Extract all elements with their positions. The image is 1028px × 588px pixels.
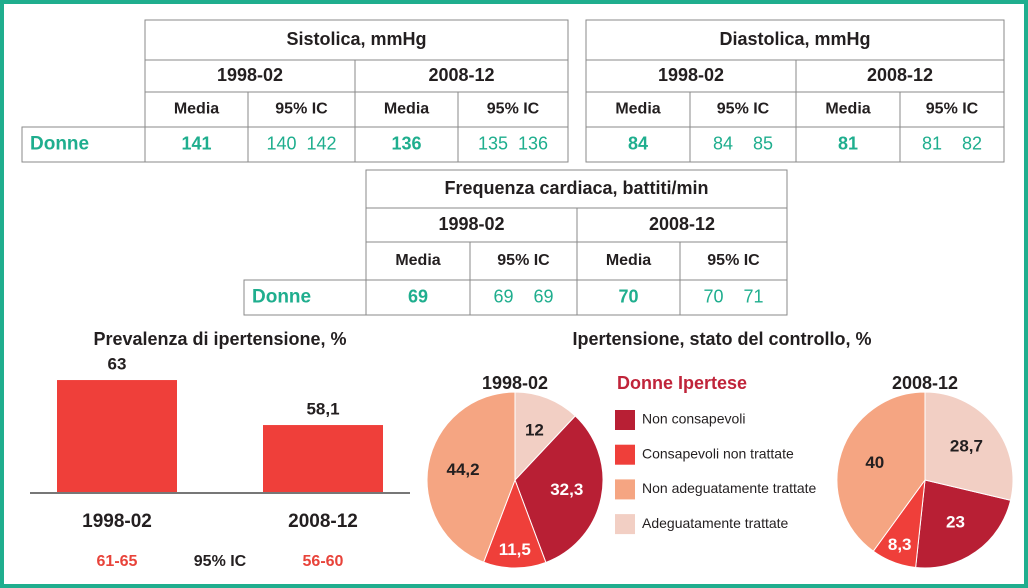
column-label: Media	[825, 101, 870, 118]
slice-label: 44,2	[447, 460, 480, 479]
legend-label: Consapevoli non trattate	[642, 445, 794, 461]
mean-value: 84	[628, 133, 648, 153]
column-label: 95% IC	[707, 252, 760, 269]
mean-value: 136	[391, 133, 421, 153]
ci-value: 135	[478, 133, 508, 153]
legend-title: Donne Ipertese	[617, 373, 747, 393]
column-label: 95% IC	[497, 252, 550, 269]
value-label: 63	[108, 355, 127, 374]
chart-title: Ipertensione, stato del controllo, %	[572, 329, 871, 349]
pie-label: 1998-02	[482, 373, 548, 393]
legend-swatch	[615, 444, 635, 465]
legend-label: Non adeguatamente trattate	[642, 480, 817, 496]
category-label: 1998-02	[82, 511, 152, 532]
table-title: Frequenza cardiaca, battiti/min	[444, 178, 708, 198]
ci-caption: 95% IC	[194, 553, 247, 570]
column-label: Media	[174, 101, 219, 118]
pie-slice	[514, 415, 604, 564]
slice-label: 11,5	[499, 540, 531, 559]
ci-value: 81	[922, 133, 942, 153]
pie-label: 2008-12	[892, 373, 958, 393]
table-cell	[21, 126, 146, 163]
mean-value: 81	[838, 133, 858, 153]
pie-slice	[915, 479, 1012, 569]
ci-value: 69	[533, 286, 553, 306]
bar	[263, 425, 383, 493]
legend-label: Adeguatamente trattate	[642, 515, 789, 531]
row-label: Donne	[252, 287, 311, 308]
table-cell	[457, 126, 569, 163]
column-label: 95% IC	[275, 101, 328, 118]
column-label: Media	[606, 252, 651, 269]
slice-label: 40	[865, 453, 884, 472]
legend-swatch	[615, 514, 635, 535]
period-label: 1998-02	[217, 65, 283, 85]
ci-label: 61-65	[97, 553, 138, 570]
period-label: 1998-02	[658, 65, 724, 85]
period-label: 2008-12	[649, 214, 715, 234]
table-title: Diastolica, mmHg	[719, 29, 870, 49]
mean-value: 69	[408, 286, 428, 306]
table-cell	[243, 279, 367, 316]
table-cell	[899, 126, 1005, 163]
period-label: 2008-12	[428, 65, 494, 85]
period-label: 2008-12	[867, 65, 933, 85]
slice-label: 8,3	[888, 535, 912, 554]
legend-label: Non consapevoli	[642, 411, 746, 427]
period-label: 1998-02	[438, 214, 504, 234]
slice-label: 32,3	[550, 480, 583, 499]
legend-swatch	[615, 410, 635, 430]
column-label: 95% IC	[926, 101, 979, 118]
column-label: 95% IC	[487, 101, 540, 118]
column-label: Media	[395, 252, 440, 269]
slice-label: 23	[946, 513, 965, 532]
bar	[57, 380, 177, 493]
ci-value: 84	[713, 133, 733, 153]
table-cell	[679, 279, 788, 316]
column-label: Media	[615, 101, 660, 118]
column-label: Media	[384, 101, 429, 118]
ci-value: 69	[493, 286, 513, 306]
pie-slice	[482, 478, 547, 569]
ci-value: 140	[266, 133, 296, 153]
pie-slice	[426, 391, 516, 563]
chart-title: Prevalenza di ipertensione, %	[93, 329, 346, 349]
mean-value: 141	[181, 133, 211, 153]
pie-slice	[514, 391, 576, 482]
pie-slice	[924, 391, 1014, 501]
value-label: 58,1	[306, 400, 339, 419]
slice-label: 12	[525, 420, 544, 439]
ci-value: 82	[962, 133, 982, 153]
ci-value: 85	[753, 133, 773, 153]
pie-slice	[836, 391, 926, 552]
category-label: 2008-12	[288, 511, 358, 532]
slice-label: 28,7	[950, 437, 983, 456]
ci-value: 71	[743, 286, 763, 306]
column-label: 95% IC	[717, 101, 770, 118]
ci-value: 136	[518, 133, 548, 153]
row-label: Donne	[30, 134, 89, 155]
ci-label: 56-60	[303, 553, 344, 570]
ci-value: 70	[703, 286, 723, 306]
ci-value: 142	[306, 133, 336, 153]
legend-swatch	[615, 479, 635, 500]
table-title: Sistolica, mmHg	[286, 29, 426, 49]
mean-value: 70	[618, 286, 638, 306]
